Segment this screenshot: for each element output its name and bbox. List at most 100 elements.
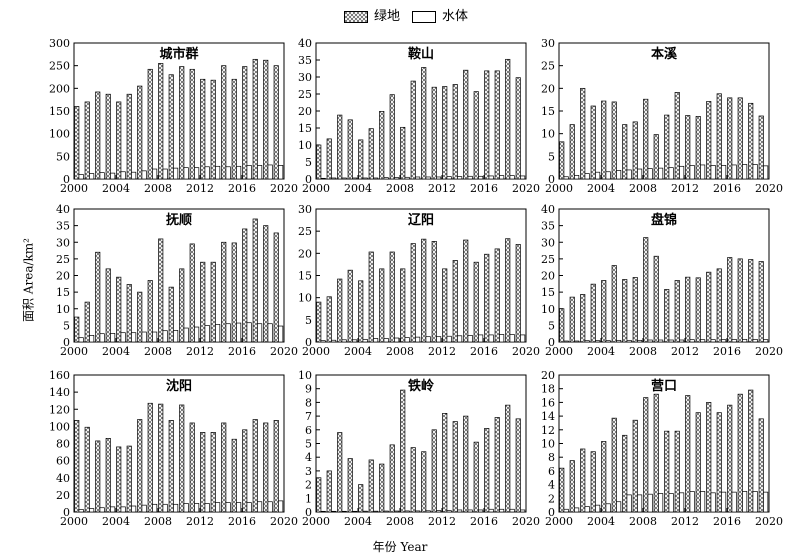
bar-green (400, 126, 406, 180)
y-tick-label: 0 (63, 506, 70, 519)
x-tick-label: 2008 (629, 182, 657, 195)
x-tick-label: 2008 (386, 182, 414, 195)
y-tick-label: 30 (298, 203, 312, 216)
bar-water (383, 177, 389, 180)
bar-water (668, 167, 674, 180)
bar-water (78, 509, 84, 513)
bar-green (379, 463, 385, 513)
bar-green (189, 243, 195, 343)
x-axis-title: 年份 Year (372, 540, 428, 554)
bar-green (716, 93, 722, 180)
x-tick-label: 2020 (512, 515, 540, 528)
bar-water (605, 340, 611, 343)
bar-water (457, 335, 463, 343)
y-tick-label: 25 (56, 253, 70, 266)
bar-green (179, 404, 185, 513)
bar-green (473, 441, 479, 513)
bar-water (183, 327, 189, 343)
bar-green (389, 94, 395, 180)
bar-water (499, 334, 505, 343)
y-tick-label: 50 (56, 150, 70, 163)
bar-water (679, 165, 685, 180)
y-tick-label: 40 (56, 472, 70, 485)
bar-water (467, 335, 473, 343)
bar-green (400, 389, 406, 513)
bar-water (173, 503, 179, 513)
x-tick-label: 2004 (102, 345, 130, 358)
y-tick-label: 8 (548, 451, 555, 464)
bar-green (505, 238, 511, 343)
y-tick-label: 9 (305, 383, 312, 396)
bar-water (278, 500, 284, 513)
bar-green (200, 78, 206, 180)
x-tick-label: 2000 (60, 345, 88, 358)
x-tick-label: 2008 (386, 345, 414, 358)
y-tick-label: 0 (305, 173, 312, 186)
bar-green (653, 393, 659, 513)
x-tick-label: 2000 (60, 515, 88, 528)
bar-green (611, 265, 617, 343)
bar-water (763, 165, 769, 180)
x-tick-label: 2020 (755, 345, 783, 358)
bar-green (758, 115, 764, 180)
bar-green (263, 422, 269, 513)
bar-green (758, 261, 764, 343)
bar-green (252, 218, 258, 343)
bar-water (647, 168, 653, 180)
y-tick-label: 20 (298, 247, 312, 260)
bar-water (721, 339, 727, 343)
x-tick-label: 2012 (428, 345, 456, 358)
bar-water (341, 177, 347, 180)
bar-water (731, 491, 737, 513)
y-tick-label: 5 (305, 156, 312, 169)
x-tick-label: 2012 (186, 515, 214, 528)
bar-green (559, 141, 565, 180)
bar-green (95, 251, 101, 343)
x-tick-label: 2016 (470, 515, 498, 528)
y-tick-label: 300 (49, 37, 70, 50)
bar-water (520, 175, 526, 180)
legend-label-green: 绿地 (374, 9, 401, 24)
y-tick-label: 6 (548, 465, 555, 478)
bar-water (488, 508, 494, 513)
bar-water (331, 339, 337, 343)
plot-frame (73, 374, 285, 513)
y-tick-label: 200 (49, 82, 70, 95)
bar-green (316, 301, 322, 343)
bar-green (601, 441, 607, 513)
y-tick-label: 160 (49, 369, 70, 382)
bar-green (84, 426, 90, 513)
y-tick-label: 80 (56, 438, 70, 451)
x-tick-label: 2008 (629, 345, 657, 358)
bar-green (452, 84, 458, 180)
x-tick-label: 2020 (512, 345, 540, 358)
bar-water (478, 334, 484, 343)
bar-green (158, 238, 164, 343)
bar-green (452, 421, 458, 513)
bar-green (494, 70, 500, 180)
x-tick-label: 2020 (512, 182, 540, 195)
panel-2: 0 5 10 15 20 25 30 35 40 2000 2004 2008 2012 2016 2020… (298, 37, 540, 195)
bar-water (152, 331, 158, 343)
bar-green (601, 100, 607, 180)
bar-green (368, 459, 374, 513)
bar-green (379, 268, 385, 343)
y-tick-label: 120 (49, 403, 70, 416)
y-tick-label: 10 (541, 303, 555, 316)
bar-water (742, 491, 748, 513)
bar-green (748, 259, 754, 343)
bar-water (131, 332, 137, 343)
bar-water (183, 503, 189, 513)
y-axis-title: 面积 Area/km² (18, 238, 38, 322)
plot-frame (558, 208, 770, 343)
bar-water (509, 508, 515, 513)
bar-water (563, 176, 569, 180)
bar-water (574, 175, 580, 180)
bar-green (685, 115, 691, 180)
bar-green (748, 102, 754, 180)
panel-3: 0 5 10 15 20 25 30 2000 2004 2008 2012 2016 2020 本溪 (541, 37, 783, 195)
bar-green (748, 389, 754, 513)
bar-green (653, 134, 659, 180)
bar-green (263, 59, 269, 180)
bar-water (679, 339, 685, 343)
